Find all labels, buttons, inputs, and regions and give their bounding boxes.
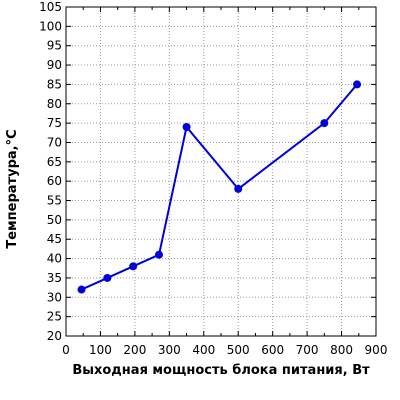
- x-tick-label: 100: [89, 343, 112, 357]
- y-tick-label: 25: [47, 310, 62, 324]
- x-tick-label: 400: [192, 343, 215, 357]
- x-tick-label: 0: [62, 343, 70, 357]
- y-tick-label: 90: [47, 58, 62, 72]
- data-point: [234, 184, 243, 193]
- y-tick-label: 55: [47, 194, 62, 208]
- data-point: [353, 80, 362, 89]
- y-tick-label: 60: [47, 174, 62, 188]
- x-tick-label: 200: [123, 343, 146, 357]
- y-tick-label: 95: [47, 39, 62, 53]
- y-tick-label: 100: [39, 19, 62, 33]
- data-point: [129, 262, 138, 271]
- x-axis-title: Выходная мощность блока питания, Вт: [72, 363, 370, 378]
- x-axis-tick-labels: 0 100 200 300 400 500 600 700 800 900: [62, 343, 387, 357]
- y-axis-title: Температура,°C: [5, 129, 20, 248]
- y-tick-label: 40: [47, 252, 62, 266]
- x-tick-label: 900: [365, 343, 388, 357]
- x-tick-label: 800: [330, 343, 353, 357]
- y-tick-label: 80: [47, 97, 62, 111]
- data-point: [320, 119, 329, 128]
- x-tick-label: 700: [296, 343, 319, 357]
- grid: [66, 7, 376, 336]
- y-tick-label: 85: [47, 77, 62, 91]
- y-tick-label: 65: [47, 155, 62, 169]
- y-tick-label: 30: [47, 290, 62, 304]
- y-tick-label: 20: [47, 329, 62, 343]
- x-tick-label: 500: [227, 343, 250, 357]
- x-tick-label: 600: [261, 343, 284, 357]
- y-axis-tick-labels: 20 25 30 35 40 45 50 55 60 65 70 75 80 85 90 95 100 105: [39, 0, 62, 343]
- series-line: [81, 83, 358, 291]
- plot-area: [65, 6, 377, 337]
- data-point: [77, 285, 86, 294]
- y-tick-label: 70: [47, 135, 62, 149]
- y-tick-label: 35: [47, 271, 62, 285]
- data-point: [103, 273, 112, 282]
- data-point: [155, 250, 163, 259]
- y-tick-label: 75: [47, 116, 62, 130]
- series-group: [77, 80, 362, 294]
- y-tick-label: 45: [47, 232, 62, 246]
- y-tick-label: 105: [39, 0, 62, 14]
- x-tick-label: 300: [158, 343, 181, 357]
- data-point: [182, 122, 191, 131]
- axis-ticks: [65, 6, 377, 337]
- y-tick-label: 50: [47, 213, 62, 227]
